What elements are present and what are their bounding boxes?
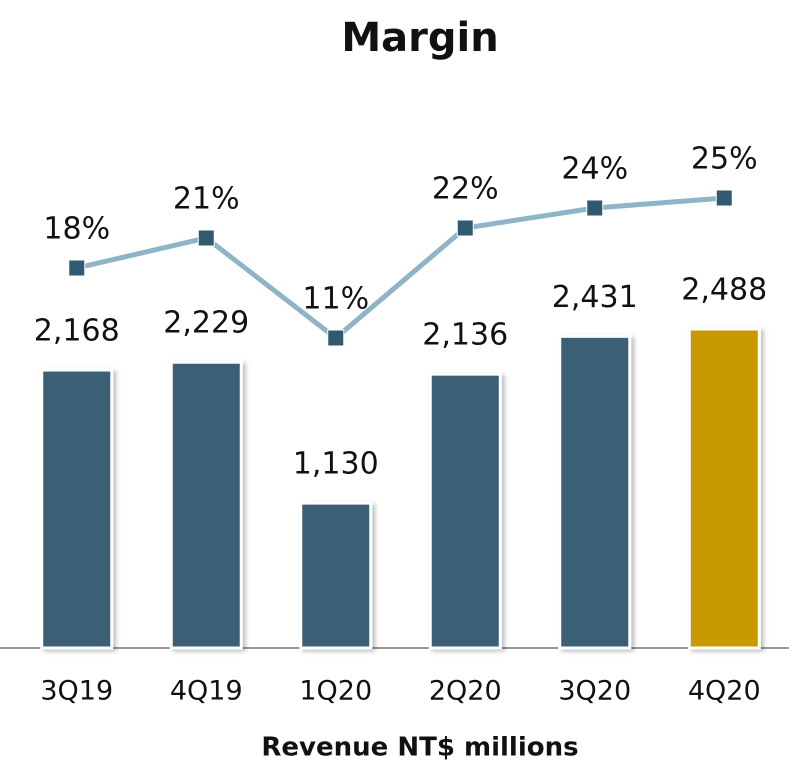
bar-value-label: 2,488	[681, 273, 767, 308]
bar-value-label: 2,431	[552, 280, 638, 315]
bar	[687, 327, 761, 650]
x-tick-label: 3Q20	[558, 676, 631, 707]
bar	[428, 372, 502, 650]
line-marker	[327, 329, 345, 347]
x-tick-label: 4Q20	[688, 676, 761, 707]
bar-value-label: 2,168	[34, 314, 120, 349]
bar	[40, 368, 114, 650]
chart-title: Margin	[341, 15, 498, 61]
x-tick-label: 4Q19	[170, 676, 243, 707]
bar	[169, 360, 243, 650]
bar-value-label: 1,130	[293, 447, 379, 482]
line-value-label: 24%	[561, 152, 628, 187]
line-marker	[715, 189, 733, 207]
line-value-label: 11%	[302, 282, 369, 317]
x-axis-label: Revenue NT$ millions	[261, 733, 578, 763]
line-value-label: 22%	[432, 172, 499, 207]
bar	[299, 501, 373, 650]
x-tick-label: 2Q20	[429, 676, 502, 707]
bar-value-label: 2,229	[163, 306, 249, 341]
line-marker	[456, 219, 474, 237]
line-value-label: 25%	[691, 142, 758, 177]
line-marker	[197, 229, 215, 247]
line-value-label: 21%	[173, 182, 240, 217]
line-marker	[68, 259, 86, 277]
bar	[558, 334, 632, 650]
margin-line	[76, 195, 725, 342]
line-marker	[586, 199, 604, 217]
line-value-label: 18%	[43, 212, 110, 247]
x-tick-label: 3Q19	[40, 676, 113, 707]
x-tick-label: 1Q20	[299, 676, 372, 707]
bar-value-label: 2,136	[422, 318, 508, 353]
